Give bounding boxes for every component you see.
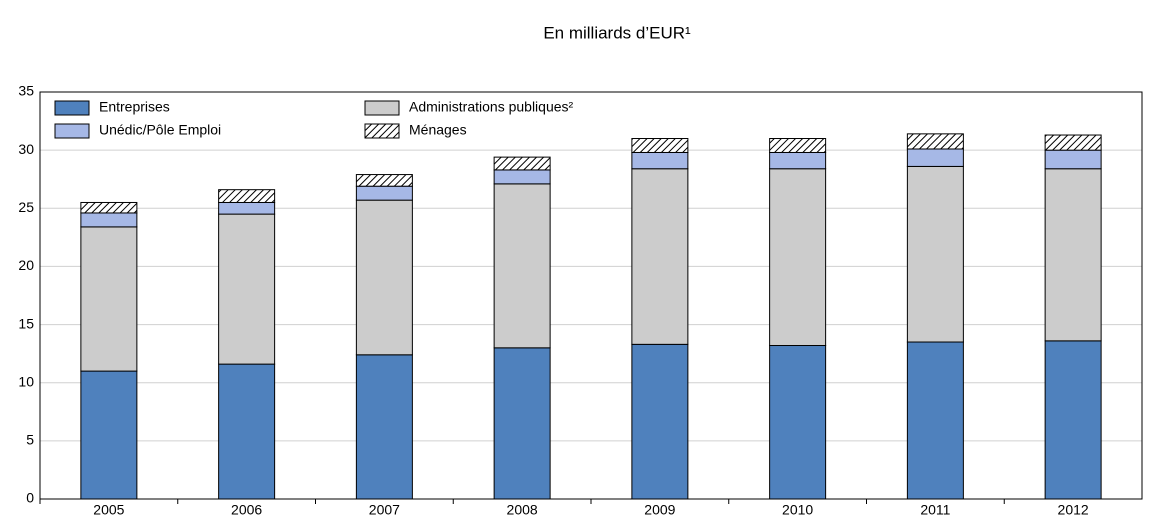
bar-segment	[218, 213, 276, 365]
bar-segment	[80, 226, 138, 372]
bar-segment	[493, 347, 551, 500]
x-tick-label: 2005	[93, 502, 124, 518]
bar-segment	[906, 133, 964, 150]
bar-segment	[355, 199, 413, 356]
y-tick-label: 20	[18, 257, 34, 273]
x-tick-label: 2012	[1058, 502, 1089, 518]
bar-segment	[631, 168, 689, 345]
bar-segment	[631, 151, 689, 170]
bar-segment	[769, 345, 827, 500]
plot-frame	[39, 91, 1143, 500]
bar-segment	[906, 148, 964, 167]
bar-segment	[80, 212, 138, 228]
bar-segment	[493, 156, 551, 171]
bar-segment	[493, 183, 551, 349]
y-tick-label: 35	[18, 83, 34, 99]
y-tick-label: 0	[26, 490, 34, 506]
legend-swatch	[364, 123, 400, 139]
legend-label: Ménages	[409, 122, 467, 138]
legend-label: Administrations publiques²	[409, 99, 574, 115]
x-tick-label: 2010	[782, 502, 813, 518]
bar-segment	[906, 341, 964, 500]
bar-segment	[631, 343, 689, 500]
x-tick-label: 2006	[231, 502, 262, 518]
bar-segment	[906, 165, 964, 343]
y-tick-label: 15	[18, 315, 34, 331]
chart-title: En milliards d’EUR¹	[543, 23, 691, 42]
legend-swatch	[54, 123, 90, 139]
bar-segment	[1044, 168, 1102, 342]
y-tick-label: 10	[18, 373, 34, 389]
bar-segment	[493, 169, 551, 185]
y-tick-label: 5	[26, 432, 34, 448]
legend-label: Unédic/Pôle Emploi	[99, 122, 221, 138]
x-tick-label: 2007	[369, 502, 400, 518]
y-tick-label: 25	[18, 199, 34, 215]
legend-label: Entreprises	[99, 99, 170, 115]
x-tick-label: 2011	[920, 502, 950, 518]
bar-segment	[1044, 149, 1102, 170]
x-tick-label: 2009	[644, 502, 675, 518]
bar-segment	[631, 138, 689, 153]
x-tick-label: 2008	[507, 502, 538, 518]
bar-segment	[355, 354, 413, 500]
bar-segment	[1044, 340, 1102, 500]
bar-segment	[80, 201, 138, 214]
y-tick-label: 30	[18, 141, 34, 157]
bar-segment	[80, 370, 138, 500]
bar-segment	[355, 185, 413, 201]
bar-segment	[769, 168, 827, 347]
bar-segment	[355, 174, 413, 187]
bar-segment	[218, 201, 276, 215]
bar-segment	[218, 189, 276, 203]
bar-segment	[1044, 134, 1102, 151]
legend-swatch	[54, 100, 90, 116]
legend-swatch	[364, 100, 400, 116]
bar-segment	[769, 151, 827, 170]
bar-segment	[769, 138, 827, 153]
bar-segment	[218, 363, 276, 500]
